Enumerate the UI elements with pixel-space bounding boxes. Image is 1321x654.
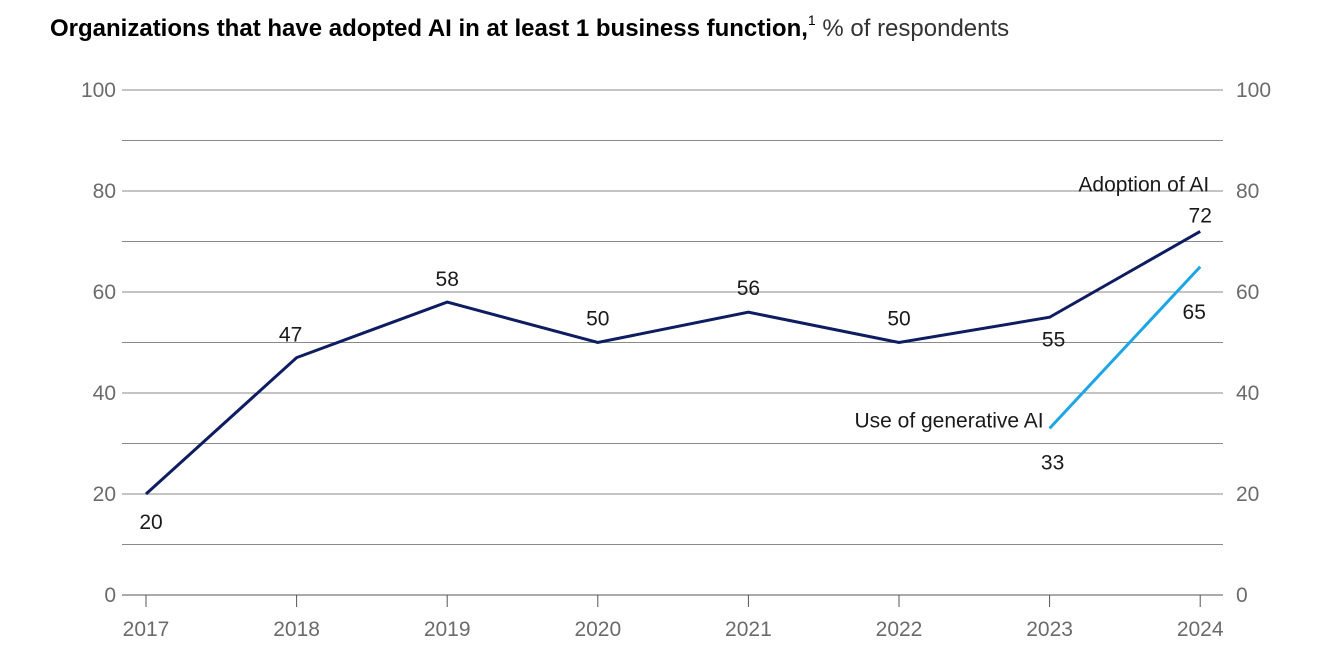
y-tick-label-right: 80 [1236, 180, 1259, 203]
data-label: 72 [1189, 204, 1212, 227]
x-tick-label: 2018 [273, 618, 320, 641]
x-tick-label: 2017 [123, 618, 170, 641]
y-tick-label-right: 60 [1236, 281, 1259, 304]
y-tick-label-left: 20 [93, 483, 116, 506]
y-tick-label-left: 100 [81, 79, 116, 102]
x-tick-label: 2020 [574, 618, 621, 641]
label-layer: 20 47 58 50 56 50 55 72 33 65 Adoption of AI Use of… [139, 173, 1212, 534]
data-label: 33 [1041, 451, 1064, 474]
chart-subtitle: % of respondents [822, 15, 1010, 42]
grid-layer [122, 89, 1223, 596]
x-tick-label: 2019 [424, 618, 471, 641]
y-tick-label-right: 20 [1236, 483, 1259, 506]
series-layer [144, 230, 1202, 496]
data-label: 56 [737, 277, 760, 300]
data-label: 50 [586, 308, 609, 331]
chart-title-footnote: 1 [807, 12, 816, 28]
y-tick-label-left: 40 [93, 382, 116, 405]
series-label-adoption-of-ai: Adoption of AI [1078, 173, 1209, 196]
data-label: 50 [887, 308, 910, 331]
x-tick-label: 2021 [725, 618, 772, 641]
data-label: 47 [279, 324, 302, 347]
series-label-generative-ai: Use of generative AI [854, 409, 1043, 432]
y-tick-label-left: 0 [104, 584, 116, 607]
chart-title-main: Organizations that have adopted AI in at… [50, 15, 808, 42]
y-tick-label-right: 0 [1236, 584, 1248, 607]
data-label: 65 [1183, 301, 1206, 324]
series-line-generative-ai [1048, 265, 1202, 430]
x-tick-label: 2023 [1026, 618, 1073, 641]
data-label: 20 [139, 511, 162, 534]
x-tick-label: 2022 [876, 618, 923, 641]
y-tick-label-right: 40 [1236, 382, 1259, 405]
chart-title: Organizations that have adopted AI in at… [50, 12, 1010, 43]
x-tick-label: 2024 [1177, 618, 1224, 641]
data-label: 55 [1042, 328, 1065, 351]
data-label: 58 [436, 268, 459, 291]
series-line-adoption-of-ai [144, 230, 1201, 496]
y-tick-label-left: 60 [93, 281, 116, 304]
y-tick-label-left: 80 [93, 180, 116, 203]
y-tick-label-right: 100 [1236, 79, 1271, 102]
